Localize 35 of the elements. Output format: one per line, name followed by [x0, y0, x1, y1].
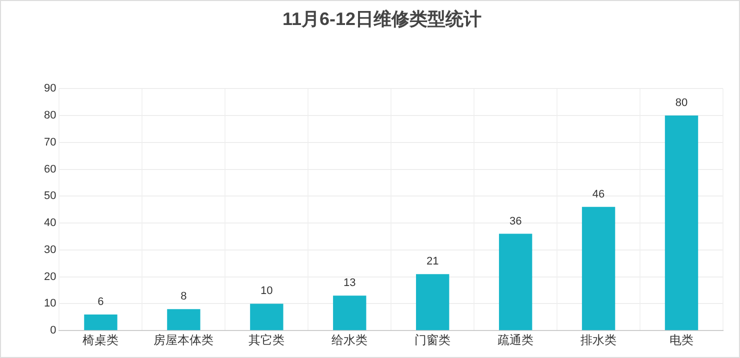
- x-tick-label: 椅桌类: [82, 333, 119, 348]
- data-label: 10: [260, 285, 273, 298]
- data-label: 13: [344, 277, 356, 290]
- x-tick-label: 给水类: [332, 333, 368, 348]
- data-label: 8: [180, 290, 187, 303]
- data-label: 46: [592, 188, 605, 200]
- y-tick-label: 50: [44, 190, 56, 202]
- x-tick-label: 门窗类: [414, 333, 451, 348]
- y-tick-label: 80: [44, 110, 56, 122]
- x-tick-label: 排水类: [580, 333, 617, 348]
- bar: [664, 115, 698, 330]
- x-tick-label: 疏通类: [498, 333, 534, 348]
- y-tick-label: 0: [50, 324, 56, 337]
- y-tick-label: 10: [44, 298, 56, 310]
- y-tick-label: 90: [44, 82, 56, 95]
- bar: [250, 304, 284, 330]
- bar: [167, 309, 200, 330]
- x-tick-label: 房屋本体类: [154, 333, 214, 348]
- bar: [333, 296, 366, 330]
- y-tick-label: 60: [44, 163, 56, 176]
- x-tick-label: 电类: [670, 333, 694, 348]
- y-tick-label: 70: [44, 136, 56, 148]
- bar: [416, 274, 450, 330]
- bar: [84, 314, 118, 330]
- chart-title: 11月6-12日维修类型统计: [282, 8, 482, 29]
- y-tick-label: 20: [44, 270, 56, 283]
- bar: [498, 234, 532, 330]
- data-label: 21: [426, 256, 439, 268]
- y-tick-label: 30: [44, 244, 56, 256]
- data-label: 80: [675, 97, 688, 110]
- x-tick-label: 其它类: [248, 333, 285, 348]
- data-label: 36: [509, 215, 522, 228]
- bar: [582, 206, 616, 330]
- data-label: 6: [98, 296, 104, 308]
- y-tick-label: 40: [44, 217, 56, 230]
